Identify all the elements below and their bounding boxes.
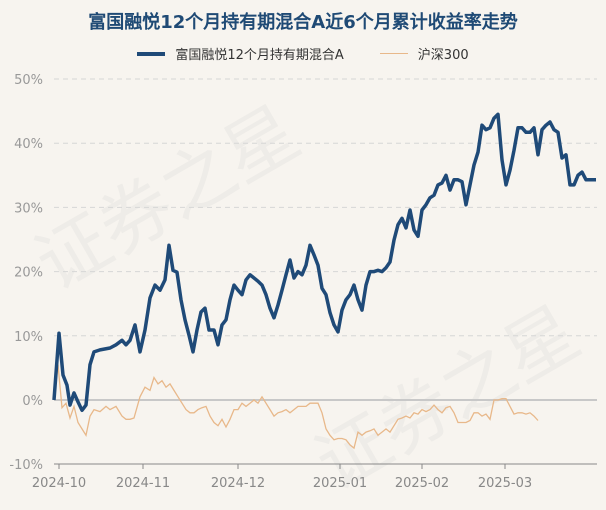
y-tick-label: 20% — [14, 266, 43, 281]
y-tick-label: -10% — [9, 458, 43, 473]
y-tick-label: 50% — [14, 73, 43, 88]
y-tick-label: 10% — [14, 330, 43, 345]
chart-title: 富国融悦12个月持有期混合A近6个月累计收益率走势 — [88, 12, 518, 33]
x-tick-label: 2025-03 — [478, 476, 532, 491]
y-tick-label: 40% — [14, 137, 43, 152]
x-tick-label: 2025-02 — [395, 476, 449, 491]
x-tick-label: 2024-10 — [32, 476, 86, 491]
legend-label-fund: 富国融悦12个月持有期混合A — [175, 48, 344, 63]
series-line-hs300 — [53, 364, 539, 450]
legend-swatch-index-icon — [379, 52, 408, 55]
y-tick-label: 30% — [14, 201, 43, 216]
x-tick-label: 2024-11 — [116, 476, 170, 491]
series-line-fund — [52, 112, 596, 413]
y-axis: 50% 40% 30% 20% 10% 0% -10% — [9, 73, 43, 473]
x-axis: 2024-10 2024-11 2024-12 2025-01 2025-02 2025-… — [32, 464, 532, 491]
legend-item-fund[interactable]: 富国融悦12个月持有期混合A — [137, 44, 344, 63]
y-tick-label: 0% — [22, 394, 43, 409]
legend-item-index[interactable]: 沪深300 — [379, 44, 469, 63]
legend-label-index: 沪深300 — [417, 48, 469, 63]
x-tick-label: 2025-01 — [313, 476, 367, 491]
legend: 富国融悦12个月持有期混合A 沪深300 — [0, 44, 606, 63]
x-tick-label: 2024-12 — [211, 476, 265, 491]
legend-swatch-fund-icon — [137, 51, 166, 56]
